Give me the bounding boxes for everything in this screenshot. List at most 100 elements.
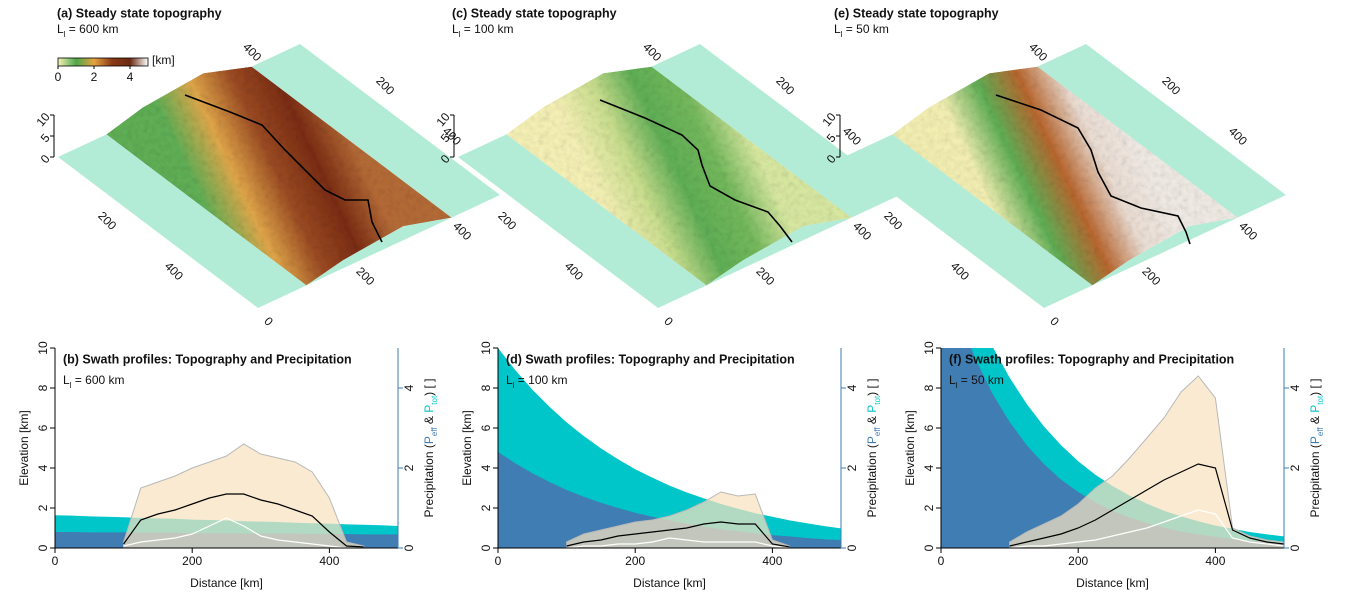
- text-part: L: [506, 373, 513, 387]
- y-tick-label: 4: [479, 464, 493, 471]
- text-part: = 100 km: [460, 22, 513, 36]
- y2-tick-label: 0: [402, 544, 416, 551]
- y-tick-label: 6: [479, 424, 493, 431]
- y-tick-label: 0: [479, 544, 493, 551]
- text-part: tot: [430, 395, 439, 405]
- chart-title: (f) Swath profiles: Topography and Preci…: [949, 352, 1234, 366]
- text-part: ) [ ]: [865, 378, 879, 395]
- axis-tick-label: 400: [840, 124, 864, 148]
- colorbar-unit: [km]: [152, 53, 175, 67]
- line: [566, 537, 790, 548]
- colorbar-tick-label: 0: [55, 70, 62, 84]
- y-tick-label: 0: [36, 544, 50, 551]
- axis-tick-label: 200: [881, 209, 905, 233]
- area: [566, 491, 791, 548]
- plot-area: [55, 443, 398, 548]
- text-part: P: [865, 405, 879, 413]
- text-part: &: [865, 413, 879, 428]
- y-tick-label: 0: [922, 544, 936, 551]
- terrain: [506, 66, 852, 286]
- chart-subtitle: Ll = 600 km: [63, 373, 125, 389]
- axis-tick-label: 400: [1236, 219, 1260, 243]
- y2-tick-label: 4: [402, 384, 416, 391]
- text-part: = 50 km: [957, 373, 1003, 387]
- panel-title: (a) Steady state topography: [57, 6, 222, 20]
- line: [1009, 463, 1284, 547]
- axis-tick-label: 400: [450, 219, 474, 243]
- axis-tick-label: 400: [1226, 124, 1250, 148]
- axis-tick-label: 200: [495, 209, 519, 233]
- area: [498, 452, 841, 548]
- terrain: [892, 66, 1238, 286]
- axis-tick-label: 0: [261, 314, 276, 329]
- y2-axis-label: Precipitation (Peff & Ptot) [ ]: [422, 378, 438, 517]
- y-tick-label: 6: [922, 424, 936, 431]
- panel-title: (c) Steady state topography: [452, 6, 617, 20]
- y-tick-label: 10: [36, 341, 50, 355]
- axis-tick-label: 400: [1026, 40, 1050, 64]
- z-tick-label: 5: [38, 131, 53, 145]
- y-tick-label: 4: [36, 464, 50, 471]
- text-part: ) [ ]: [422, 378, 436, 395]
- line: [1009, 509, 1284, 548]
- text-part: tot: [873, 395, 882, 405]
- axis-tick-label: 200: [95, 209, 119, 233]
- y-tick-label: 10: [479, 341, 493, 355]
- x-tick-label: 200: [625, 554, 645, 568]
- text-part: Precipitation (: [422, 444, 436, 517]
- text-part: P: [1308, 405, 1322, 413]
- chart-subtitle: Ll = 100 km: [506, 373, 568, 389]
- y2-axis-label: Precipitation (Peff & Ptot) [ ]: [1308, 378, 1324, 517]
- text-part: ) [ ]: [1308, 378, 1322, 395]
- x-axis-label: Distance [km]: [1076, 576, 1149, 590]
- text-part: L: [949, 373, 956, 387]
- axis-tick-label: 400: [640, 40, 664, 64]
- y-tick-label: 2: [922, 504, 936, 511]
- y-tick-label: 10: [922, 341, 936, 355]
- y-tick-label: 8: [922, 384, 936, 391]
- text-part: Precipitation (: [865, 444, 879, 517]
- text-part: L: [452, 22, 459, 36]
- y2-tick-label: 4: [1288, 384, 1302, 391]
- y2-tick-label: 0: [1288, 544, 1302, 551]
- text-part: Precipitation (: [1308, 444, 1322, 517]
- text-part: L: [63, 373, 70, 387]
- text-part: = 600 km: [65, 22, 118, 36]
- y-axis-label: Elevation [km]: [460, 410, 474, 485]
- axis-tick-label: 200: [353, 264, 377, 288]
- y-tick-label: 8: [36, 384, 50, 391]
- y2-tick-label: 0: [845, 544, 859, 551]
- y-tick-label: 8: [479, 384, 493, 391]
- x-tick-label: 400: [762, 554, 782, 568]
- area: [941, 348, 1284, 548]
- text-part: P: [422, 405, 436, 413]
- panel-subtitle: Ll = 50 km: [834, 22, 889, 38]
- text-part: l: [70, 381, 72, 390]
- axis-tick-label: 200: [753, 264, 777, 288]
- y2-tick-label: 2: [402, 464, 416, 471]
- y-tick-label: 4: [922, 464, 936, 471]
- chart-title: (b) Swath profiles: Topography and Preci…: [63, 352, 352, 366]
- y-axis-label: Elevation [km]: [17, 410, 31, 485]
- panel-title: (e) Steady state topography: [834, 6, 999, 20]
- line: [566, 521, 790, 548]
- axis-tick-label: 200: [773, 74, 797, 98]
- text-part: P: [1308, 436, 1322, 444]
- text-part: tot: [1316, 395, 1325, 405]
- axis-tick-label: 400: [850, 219, 874, 243]
- text-part: l: [956, 381, 958, 390]
- y2-tick-label: 2: [845, 464, 859, 471]
- text-part: = 100 km: [514, 373, 567, 387]
- drainage-divide: [995, 94, 1191, 245]
- y-tick-label: 2: [36, 504, 50, 511]
- axis-tick-label: 200: [1139, 264, 1163, 288]
- line: [123, 517, 364, 548]
- text-part: l: [513, 381, 515, 390]
- x-tick-label: 0: [938, 554, 945, 568]
- drainage-divide: [599, 99, 793, 243]
- text-part: P: [422, 436, 436, 444]
- panel-subtitle: Ll = 600 km: [57, 22, 119, 38]
- x-axis-label: Distance [km]: [633, 576, 706, 590]
